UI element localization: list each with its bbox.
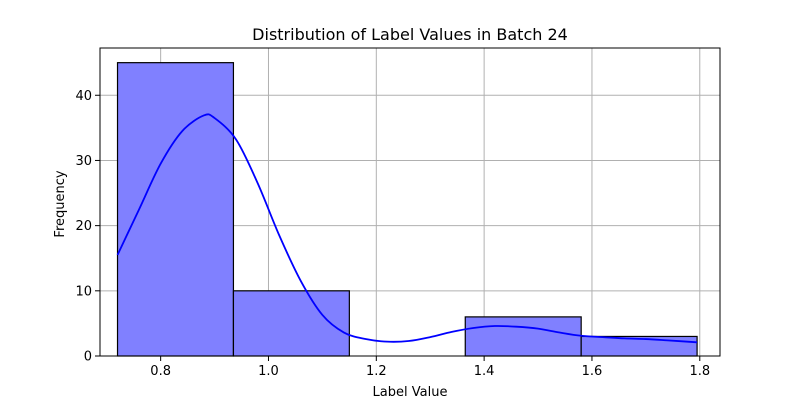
x-axis-label: Label Value [373, 385, 448, 400]
histogram-bar-1 [116, 62, 235, 357]
x-tick-label: 1.2 [366, 364, 387, 379]
y-tick-label: 20 [75, 219, 92, 234]
kde-layer [116, 113, 698, 344]
x-tick-label: 1.6 [582, 364, 603, 379]
y-tick-label: 0 [84, 350, 92, 365]
bars-layer [116, 62, 698, 357]
ticks-layer: 0.8 1.0 1.2 1.4 1.6 1.8 0 10 20 30 40 [75, 89, 710, 379]
plot-frame [99, 47, 721, 357]
y-axis-label: Frequency [53, 170, 68, 237]
y-tick-label: 30 [75, 154, 92, 169]
plot-border [99, 47, 721, 357]
x-tick-label: 1.0 [258, 364, 279, 379]
x-tick-label: 1.8 [689, 364, 710, 379]
kde-curve [116, 113, 698, 344]
y-tick-label: 10 [75, 284, 92, 299]
x-tick-label: 0.8 [150, 364, 171, 379]
histogram-bar-4 [464, 316, 582, 357]
x-tick-label: 1.4 [474, 364, 495, 379]
y-tick-label: 40 [75, 89, 92, 104]
chart-title: Distribution of Label Values in Batch 24 [252, 25, 568, 44]
